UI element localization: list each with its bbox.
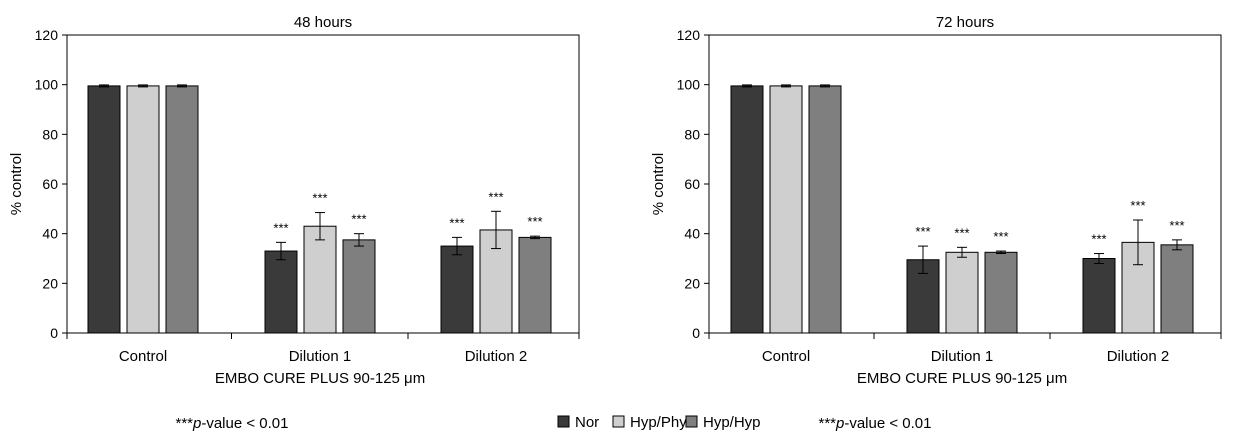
significance-label: *** xyxy=(1169,218,1184,233)
x-tick-label: Dilution 1 xyxy=(931,348,994,365)
significance-label: *** xyxy=(527,214,542,229)
bar xyxy=(165,85,199,334)
bar xyxy=(945,251,979,334)
y-tick-label: 80 xyxy=(684,126,700,142)
x-tick-label: Dilution 1 xyxy=(289,348,352,365)
bar xyxy=(342,239,376,334)
y-tick-label: 40 xyxy=(42,226,58,242)
x-tick-label: Control xyxy=(119,348,167,365)
footnote-p: p xyxy=(835,415,844,432)
chart-panel-0: 48 hours 0 20 40 60 80 100 120 % control Control D… xyxy=(8,14,580,432)
legend-swatch xyxy=(612,415,625,428)
significance-label: *** xyxy=(954,225,969,240)
x-axis-subtitle: EMBO CURE PLUS 90-125 μm xyxy=(215,370,425,387)
chart-panel-1: 72 hours 0 20 40 60 80 100 120 % control Control D… xyxy=(650,14,1222,432)
y-tick-label: 0 xyxy=(50,325,58,341)
y-tick-label: 0 xyxy=(692,325,700,341)
chart-title: 72 hours xyxy=(936,14,994,31)
y-tick-label: 100 xyxy=(35,77,59,93)
y-axis-label: % control xyxy=(650,153,667,216)
footnote: ***p-value < 0.01 xyxy=(175,415,288,432)
y-tick-label: 120 xyxy=(677,27,701,43)
legend: Nor Hyp/Phy Hyp/Hyp xyxy=(557,414,761,431)
x-tick-label: Dilution 2 xyxy=(465,348,528,365)
significance-label: *** xyxy=(1130,198,1145,213)
y-tick-label: 80 xyxy=(42,126,58,142)
y-tick-label: 100 xyxy=(677,77,701,93)
significance-label: *** xyxy=(488,189,503,204)
bar xyxy=(808,85,842,334)
x-axis-subtitle: EMBO CURE PLUS 90-125 μm xyxy=(857,370,1067,387)
y-axis-label: % control xyxy=(8,153,25,216)
chart-title: 48 hours xyxy=(294,14,352,31)
x-tick-label: Dilution 2 xyxy=(1107,348,1170,365)
footnote: ***p-value < 0.01 xyxy=(818,415,931,432)
footnote-p: p xyxy=(192,415,201,432)
bar xyxy=(264,250,298,334)
footnote-rest: -value < 0.01 xyxy=(201,415,288,432)
bar xyxy=(1160,244,1194,334)
bar xyxy=(769,85,803,334)
legend-label: Hyp/Phy xyxy=(630,414,687,431)
legend-swatch xyxy=(557,415,570,428)
y-tick-label: 60 xyxy=(42,176,58,192)
bar xyxy=(126,85,160,334)
significance-label: *** xyxy=(915,224,930,239)
significance-label: *** xyxy=(351,212,366,227)
x-tick-label: Control xyxy=(762,348,810,365)
y-tick-label: 40 xyxy=(684,226,700,242)
significance-label: *** xyxy=(993,229,1008,244)
legend-label: Hyp/Hyp xyxy=(703,414,761,431)
bar xyxy=(440,245,474,334)
significance-label: *** xyxy=(312,191,327,206)
footnote-stars: *** xyxy=(175,415,193,432)
bar xyxy=(87,85,121,334)
footnote-rest: -value < 0.01 xyxy=(844,415,931,432)
significance-label: *** xyxy=(449,215,464,230)
bar xyxy=(1082,258,1116,334)
y-tick-label: 120 xyxy=(35,27,59,43)
significance-label: *** xyxy=(1091,232,1106,247)
legend-swatch xyxy=(685,415,698,428)
bar xyxy=(730,85,764,334)
legend-label: Nor xyxy=(575,414,599,431)
footnote-stars: *** xyxy=(818,415,836,432)
bar xyxy=(303,225,337,334)
y-tick-label: 20 xyxy=(684,275,700,291)
y-tick-label: 60 xyxy=(684,176,700,192)
significance-label: *** xyxy=(273,220,288,235)
bar xyxy=(984,251,1018,334)
bar xyxy=(518,236,552,334)
y-tick-label: 20 xyxy=(42,275,58,291)
